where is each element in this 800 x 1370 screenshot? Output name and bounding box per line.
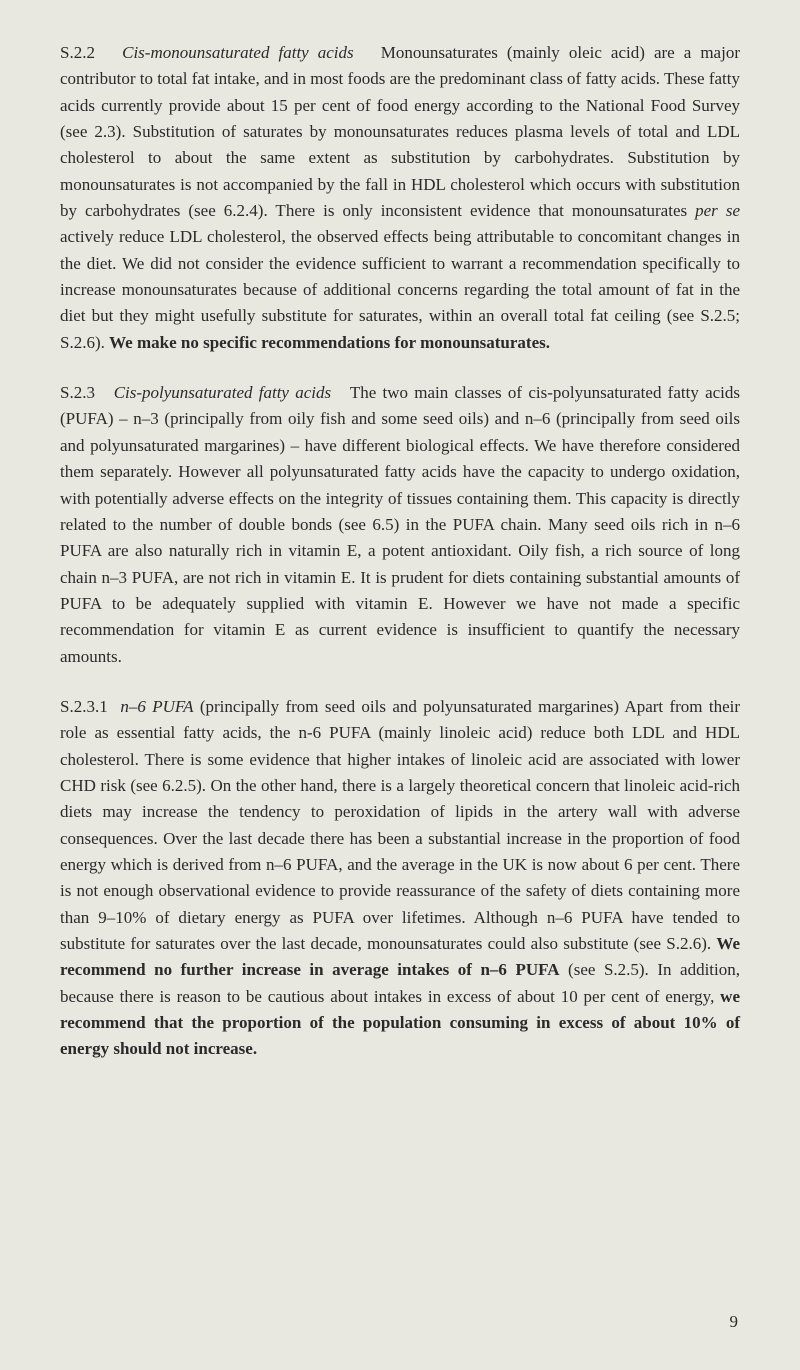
section-number-s231: S.2.3.1: [60, 697, 108, 716]
section-number-s23: S.2.3: [60, 383, 95, 402]
section-s23: S.2.3 Cis-polyunsaturated fatty acids Th…: [60, 380, 740, 670]
page-number: 9: [730, 1312, 739, 1332]
bold-conclusion-s22: We make no specific recommendations for …: [109, 333, 550, 352]
body-text-s23: The two main classes of cis-polyunsatura…: [60, 383, 740, 665]
section-title-s22: Cis-monounsaturated fatty acids: [122, 43, 354, 62]
section-s231: S.2.3.1 n–6 PUFA (principally from seed …: [60, 694, 740, 1063]
section-number-s22: S.2.2: [60, 43, 95, 62]
italic-per-se: per se: [695, 201, 740, 220]
section-title-s23: Cis-polyunsaturated fatty acids: [114, 383, 331, 402]
section-s22: S.2.2 Cis-monounsaturated fatty acids Mo…: [60, 40, 740, 356]
section-title-s231: n–6 PUFA: [120, 697, 193, 716]
body-text-s231-part1: (principally from seed oils and polyunsa…: [60, 697, 740, 953]
body-text-s22-part1: Monounsaturates (mainly oleic acid) are …: [60, 43, 740, 220]
